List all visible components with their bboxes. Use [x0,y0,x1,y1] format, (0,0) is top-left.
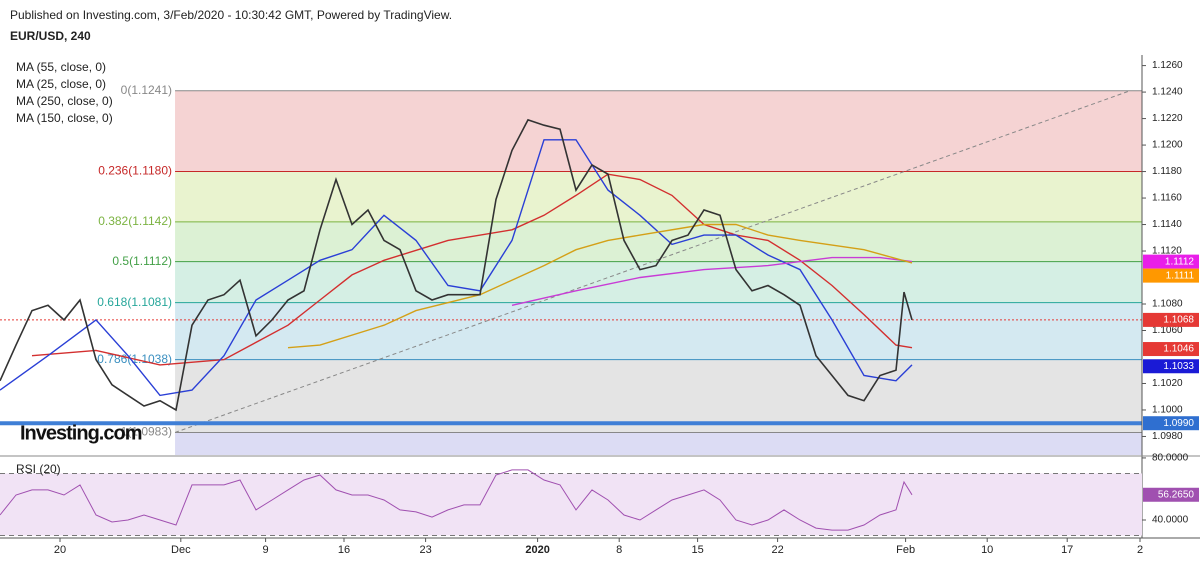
x-tick-label: 23 [419,544,431,556]
price-badge-label: 1.1111 [1166,270,1195,281]
price-badge-label: 1.1046 [1163,344,1194,355]
x-tick-label: 22 [771,544,783,556]
y-tick-label: 1.1260 [1152,60,1183,71]
price-badge [1143,254,1199,269]
price-badge [1143,268,1199,283]
fib-zone [175,302,1143,360]
moving-average [287,223,913,349]
fib-zone [175,171,1143,222]
legend-entry: MA (150, close, 0) [16,111,113,125]
y-tick-label: 1.0980 [1152,431,1183,442]
price-badge-label: 1.1068 [1163,315,1194,326]
x-tick-label: 2 [1137,544,1143,556]
y-tick-label: 1.1060 [1152,325,1183,336]
fib-label: 0.382(1.1142) [98,214,172,228]
y-tick-label: 1.1080 [1152,299,1183,310]
rsi-pane-bg [0,473,1142,536]
price-badge [1143,342,1199,357]
fib-label: 0(1.1241) [121,83,172,97]
moving-average [31,173,913,366]
rsi-line [0,469,913,531]
subtitle: Published on Investing.com, 3/Feb/2020 -… [10,8,452,22]
fib-zone [175,261,1143,303]
legend-entry: MA (25, close, 0) [16,77,106,91]
y-tick-label: 1.1020 [1152,378,1183,389]
fib-label: 0.236(1.1180) [98,164,172,178]
x-tick-label: 17 [1061,544,1073,556]
y-tick-label: 1.1200 [1152,140,1183,151]
rsi-tick-label: 80.0000 [1152,453,1189,464]
price-badge-label: 1.0990 [1163,418,1194,429]
y-tick-label: 1.1000 [1152,405,1183,416]
price-badge [1143,359,1199,374]
price-line [0,118,913,412]
y-tick-label: 1.1160 [1152,193,1182,204]
y-tick-label: 1.1140 [1152,219,1182,230]
fib-zone [175,359,1143,433]
legend-entry: MA (250, close, 0) [16,94,113,108]
fib-label: 0.618(1.1081) [97,295,172,309]
chart-title: EUR/USD, 240 [10,29,91,43]
fib-label: 0.5(1.1112) [112,254,172,268]
x-tick-label: 10 [981,544,993,556]
y-tick-label: 1.1120 [1152,246,1182,257]
legend-entry: MA (55, close, 0) [16,60,106,74]
x-tick-label: 8 [616,544,622,556]
rsi-tick-label: 40.0000 [1152,515,1189,526]
rsi-badge-label: 56.2650 [1158,489,1195,500]
watermark: Investing.com [20,422,142,444]
fib-zone [175,90,1143,172]
x-tick-label: 2020 [525,544,549,556]
x-tick-label: Dec [171,544,191,556]
x-tick-label: 16 [338,544,350,556]
trend-line [174,90,1131,433]
x-tick-label: 20 [54,544,66,556]
y-tick-label: 1.1240 [1152,87,1183,98]
fib-label: 1(1.0983) [121,425,172,439]
x-tick-label: 9 [263,544,269,556]
fib-zone [175,432,1143,455]
price-badge [1143,312,1199,327]
price-badge [1143,416,1199,431]
price-badge-label: 1.1033 [1163,361,1194,372]
rsi-title: RSI (20) [16,462,61,476]
rsi-badge [1143,487,1199,502]
y-tick-label: 1.1220 [1152,113,1183,124]
x-tick-label: 15 [691,544,703,556]
x-tick-label: Feb [896,544,915,556]
price-badge-label: 1.1112 [1165,256,1195,267]
y-tick-label: 1.1180 [1152,166,1182,177]
